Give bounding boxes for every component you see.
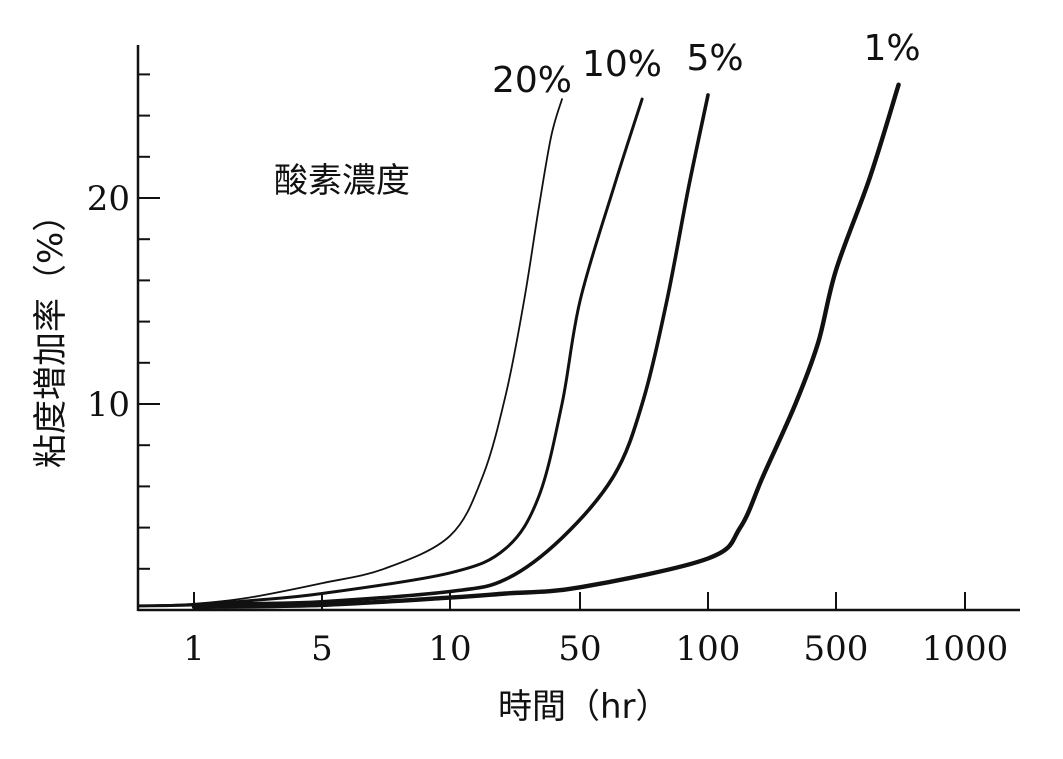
series-label-20pct: 20% [492, 60, 572, 101]
x-tick-label: 5 [311, 629, 333, 669]
x-tick-label: 50 [558, 629, 601, 669]
y-tick-label: 10 [87, 385, 130, 425]
series-lines [137, 82, 901, 610]
x-tick-label: 1 [183, 629, 205, 669]
y-tick-label: 20 [87, 179, 130, 219]
y-axis-title: 粘度増加率（%） [31, 198, 71, 468]
series-line-20pct [138, 98, 563, 607]
series-line-1pct [191, 82, 901, 610]
series-labels: 20% 10% 5% 1% [492, 28, 921, 101]
x-axis-ticks: 1 5 10 50 100 500 1000 [183, 592, 1008, 669]
x-tick-label: 500 [804, 629, 869, 669]
x-tick-label: 1000 [922, 629, 1009, 669]
series-line-10pct [137, 97, 644, 608]
legend-title: 酸素濃度 [274, 161, 410, 201]
series-label-5pct: 5% [686, 38, 743, 79]
axes [136, 45, 1020, 612]
series-label-10pct: 10% [582, 44, 662, 85]
series-label-1pct: 1% [863, 28, 920, 69]
x-tick-label: 10 [428, 629, 471, 669]
x-axis-title: 時間（hr） [498, 687, 670, 727]
series-line-5pct [192, 93, 710, 608]
y-axis-ticks: 10 20 [87, 73, 160, 570]
x-tick-label: 100 [676, 629, 741, 669]
